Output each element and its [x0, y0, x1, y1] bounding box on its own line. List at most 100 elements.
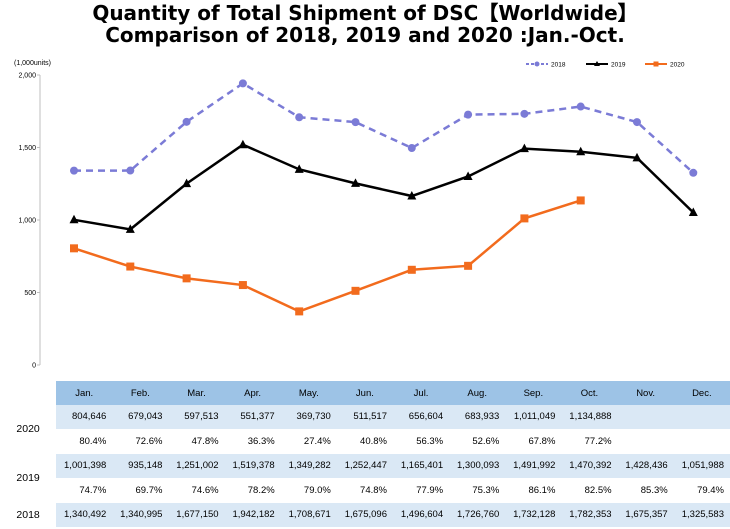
table-ratio-cell: 47.8%	[168, 429, 225, 454]
data-point-2019	[294, 164, 304, 173]
table-corner-cell	[0, 381, 57, 405]
table-ratio-cell: 78.2%	[224, 478, 281, 503]
legend-label-2020: 2020	[670, 62, 685, 69]
table-value-cell: 1,251,002	[168, 453, 225, 479]
data-point-2019	[69, 214, 79, 224]
legend-marker-2020	[653, 61, 659, 67]
table-value-cell: 1,349,282	[280, 453, 337, 479]
table-ratio-cell: 75.3%	[449, 478, 506, 503]
table-ratio-cell: 86.1%	[505, 478, 562, 503]
table-value-cell	[617, 405, 674, 430]
table-month-header: Oct.	[561, 381, 618, 405]
data-point-2020	[295, 307, 304, 316]
table-month-header: Jun.	[336, 381, 393, 405]
data-point-2020	[520, 214, 529, 223]
legend-label-2019: 2019	[611, 62, 626, 69]
legend: 2018 2019 2020	[526, 61, 685, 69]
legend-marker-2018	[534, 61, 540, 67]
table-value-cell: 1,165,401	[392, 453, 450, 479]
chart-title-line-2: Comparison of 2018, 2019 and 2020 :Jan.-…	[105, 23, 625, 47]
table-value-cell: 1,325,583	[673, 502, 730, 528]
table-value-cell: 597,513	[168, 405, 225, 430]
data-point-2018	[295, 113, 304, 122]
table-ratio-cell: 40.8%	[336, 429, 393, 454]
table-value-cell: 1,470,392	[561, 453, 618, 479]
table-value-cell: 1,732,128	[505, 502, 562, 528]
table-ratio-cell: 74.7%	[56, 478, 113, 503]
table-value-cell: 1,782,353	[561, 502, 618, 528]
table-month-header: Jan.	[56, 381, 113, 405]
table-ratio-cell	[673, 429, 730, 454]
table-value-cell: 1,942,182	[224, 502, 281, 528]
table-value-cell: 656,604	[392, 405, 450, 430]
table-value-cell: 1,051,988	[673, 453, 730, 479]
table-row-ratios-2020: 80.4% 72.6% 47.8% 36.3% 27.4% 40.8% 56.3% 52.6%…	[0, 429, 730, 454]
table-value-cell: 1,519,378	[224, 453, 281, 479]
data-point-2018	[70, 166, 78, 175]
table-ratio-cell: 56.3%	[392, 429, 450, 454]
data-point-2019	[182, 178, 192, 188]
table-month-header: Mar.	[168, 381, 225, 405]
table-value-cell: 1,708,671	[280, 502, 337, 528]
data-point-2020	[238, 281, 247, 290]
legend-label-2018: 2018	[551, 62, 566, 69]
y-tick-label: 1,000	[18, 218, 36, 225]
table-row-values-2020: 2020 804,646 679,043 597,513 551,377 369,730 5…	[0, 405, 730, 454]
table-row-ratios-2019: 74.7% 69.7% 74.6% 78.2% 79.0% 74.8% 77.9% 75.3%…	[0, 478, 730, 503]
table-ratio-cell	[617, 429, 674, 454]
table-ratio-cell: 85.3%	[617, 478, 674, 503]
table-value-cell: 1,340,995	[112, 502, 169, 528]
legend-marker-2019	[594, 61, 600, 66]
table-month-header: May.	[280, 381, 337, 405]
data-point-2019	[407, 191, 417, 200]
data-table: Jan. Feb. Mar. Apr. May. Jun. Jul. Aug. Sep. Oct.…	[0, 381, 730, 528]
table-value-cell: 1,675,357	[617, 502, 674, 528]
table-ratio-cell: 27.4%	[280, 429, 337, 454]
table-ratio-cell: 67.8%	[505, 429, 562, 454]
table-ratio-cell: 82.5%	[561, 478, 618, 503]
table-value-cell: 1,300,093	[449, 453, 506, 479]
table-ratio-cell: 77.9%	[392, 478, 450, 503]
table-ratio-cell: 79.0%	[280, 478, 337, 503]
table-header-row: Jan. Feb. Mar. Apr. May. Jun. Jul. Aug. Sep. Oct.…	[0, 381, 730, 405]
table-month-header: Jul.	[392, 381, 450, 405]
table-row-values-2018: 2018 1,340,492 1,340,995 1,677,150 1,942,182…	[0, 502, 730, 528]
y-tick-label: 2,000	[18, 73, 36, 80]
table-value-cell: 1,675,096	[336, 502, 393, 528]
series-line-2019	[73, 143, 695, 231]
data-point-2020	[576, 196, 585, 205]
table-ratio-cell: 74.6%	[168, 478, 225, 503]
table-value-cell: 1,340,492	[56, 502, 113, 528]
data-point-2019	[238, 139, 248, 149]
data-point-2019	[519, 143, 529, 153]
table-value-cell	[673, 405, 730, 430]
y-tick-label: 500	[24, 290, 36, 297]
table-value-cell: 369,730	[280, 405, 337, 430]
data-point-2018	[182, 117, 191, 126]
y-unit-label: (1,000units)	[14, 60, 51, 67]
data-point-2019	[576, 146, 586, 156]
data-point-2018	[407, 143, 416, 152]
table-year-cell: 2020	[0, 405, 57, 454]
table-value-cell: 551,377	[224, 405, 281, 430]
table-month-header: Sep.	[505, 381, 562, 405]
table-value-cell: 1,011,049	[505, 405, 562, 430]
table-value-cell: 804,646	[56, 405, 113, 430]
table-ratio-cell: 77.2%	[561, 429, 618, 454]
table-month-header: Nov.	[617, 381, 674, 405]
data-point-2019	[125, 224, 135, 233]
table-value-cell: 683,933	[449, 405, 506, 430]
table-month-header: Dec.	[673, 381, 730, 405]
chart-title-line-1: Quantity of Total Shipment of DSC【Worldw…	[92, 1, 638, 25]
data-point-2020	[407, 265, 416, 274]
table-ratio-cell: 69.7%	[112, 478, 169, 503]
table-ratio-cell: 72.6%	[112, 429, 169, 454]
table-ratio-cell: 79.4%	[673, 478, 730, 503]
y-tick-label: 0	[32, 363, 36, 370]
table-value-cell: 1,252,447	[336, 453, 393, 479]
table-row-values-2019: 2019 1,001,398 935,148 1,251,002 1,519,378 1,…	[0, 453, 730, 503]
data-point-2020	[464, 261, 473, 270]
table-value-cell: 1,001,398	[56, 453, 113, 479]
table-value-cell: 1,428,436	[617, 453, 674, 479]
